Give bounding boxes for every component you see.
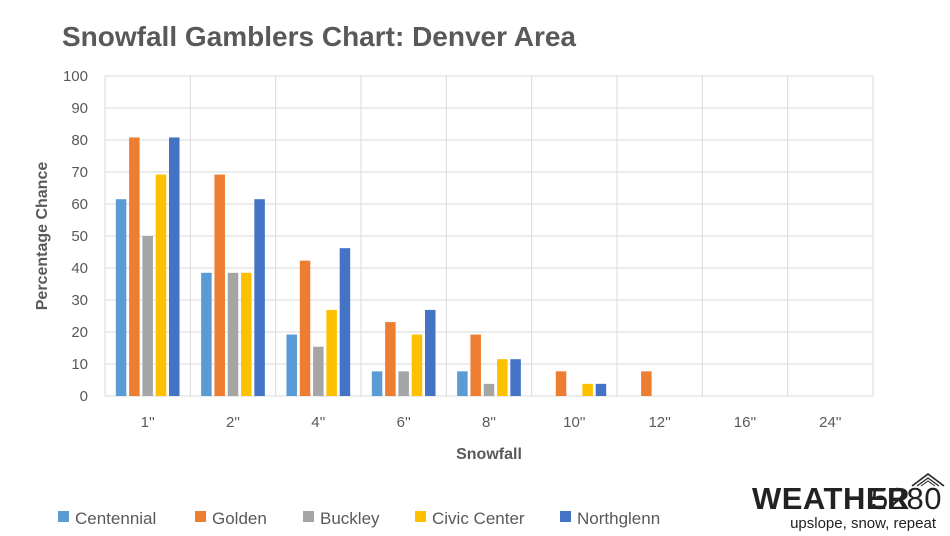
x-tick-label: 10'' bbox=[563, 414, 586, 431]
brand-tagline: upslope, snow, repeat bbox=[790, 515, 937, 532]
chart-title: Snowfall Gamblers Chart: Denver Area bbox=[62, 21, 576, 52]
legend-swatch bbox=[415, 511, 426, 522]
bar bbox=[155, 174, 167, 396]
gridlines bbox=[104, 75, 874, 397]
x-tick-label: 4'' bbox=[311, 414, 325, 431]
bar bbox=[470, 334, 481, 396]
y-tick-label: 40 bbox=[71, 260, 88, 277]
y-tick-label: 80 bbox=[71, 132, 88, 149]
bar bbox=[582, 383, 593, 396]
bar bbox=[510, 359, 521, 396]
bar bbox=[299, 260, 311, 396]
bar bbox=[385, 322, 396, 396]
bar bbox=[326, 309, 337, 396]
legend: Centennial Golden Buckley Civic Center North… bbox=[58, 509, 660, 528]
bar bbox=[497, 359, 508, 396]
legend-swatch bbox=[195, 511, 206, 522]
legend-label: Golden bbox=[212, 509, 267, 528]
legend-swatch bbox=[560, 511, 571, 522]
bar bbox=[115, 199, 127, 396]
bar bbox=[425, 309, 436, 396]
legend-label: Northglenn bbox=[577, 509, 660, 528]
legend-item: Civic Center bbox=[415, 509, 525, 528]
bar bbox=[339, 248, 351, 396]
x-tick-label: 12'' bbox=[648, 414, 671, 431]
bar bbox=[371, 371, 383, 396]
bar bbox=[254, 199, 265, 396]
bar bbox=[457, 371, 468, 396]
x-tick-label: 24'' bbox=[819, 414, 842, 431]
y-tick-label: 70 bbox=[71, 164, 88, 181]
bar bbox=[286, 334, 297, 396]
y-axis-label: Percentage Chance bbox=[34, 162, 51, 311]
x-tick-label: 2'' bbox=[226, 414, 240, 431]
y-tick-label: 50 bbox=[71, 228, 88, 245]
bar bbox=[398, 371, 409, 396]
weather5280-logo: WEATHER 5280 upslope, snow, repeat bbox=[752, 473, 945, 532]
bar bbox=[241, 272, 252, 396]
y-tick-label: 10 bbox=[71, 356, 88, 373]
bar bbox=[641, 371, 652, 396]
legend-label: Buckley bbox=[320, 509, 380, 528]
y-tick-label: 90 bbox=[71, 100, 88, 117]
y-tick-label: 20 bbox=[71, 324, 88, 341]
bar bbox=[595, 383, 607, 396]
legend-item: Centennial bbox=[58, 509, 156, 528]
legend-item: Golden bbox=[195, 509, 267, 528]
bar bbox=[227, 272, 239, 396]
bars bbox=[115, 137, 652, 396]
bar bbox=[214, 174, 225, 396]
bar bbox=[169, 137, 180, 396]
legend-item: Northglenn bbox=[560, 509, 660, 528]
bar bbox=[201, 272, 212, 396]
y-tick-label: 30 bbox=[71, 292, 88, 309]
legend-label: Civic Center bbox=[432, 509, 525, 528]
y-tick-label: 60 bbox=[71, 196, 88, 213]
brand-number: 5280 bbox=[871, 481, 942, 516]
bar bbox=[313, 346, 324, 396]
legend-swatch bbox=[58, 511, 69, 522]
brand-name: WEATHER bbox=[752, 481, 910, 516]
x-axis-label: Snowfall bbox=[456, 446, 522, 463]
house-logo-icon bbox=[911, 473, 945, 487]
x-tick-label: 8'' bbox=[482, 414, 496, 431]
bar bbox=[411, 334, 423, 396]
x-tick-label: 6'' bbox=[397, 414, 411, 431]
bar bbox=[483, 383, 495, 396]
bar bbox=[555, 371, 567, 396]
x-tick-label: 16'' bbox=[734, 414, 757, 431]
legend-item: Buckley bbox=[303, 509, 380, 528]
y-tick-label: 0 bbox=[80, 388, 88, 405]
bar bbox=[129, 137, 140, 396]
y-tick-labels: 0 10 20 30 40 50 60 70 80 90 100 bbox=[63, 68, 88, 405]
x-tick-labels: 1'' 2'' 4'' 6'' 8'' 10'' 12'' 16'' 24'' bbox=[141, 414, 842, 431]
y-tick-label: 100 bbox=[63, 68, 88, 85]
x-tick-label: 1'' bbox=[141, 414, 155, 431]
legend-swatch bbox=[303, 511, 314, 522]
bar bbox=[142, 236, 153, 396]
legend-label: Centennial bbox=[75, 509, 156, 528]
